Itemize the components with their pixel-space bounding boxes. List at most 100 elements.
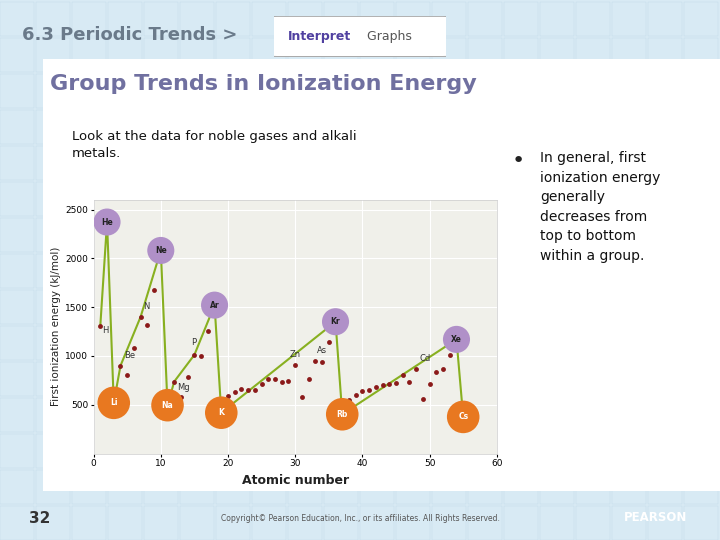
- Text: In general, first
ionization energy
generally
decreases from
top to bottom
withi: In general, first ionization energy gene…: [540, 151, 660, 262]
- Bar: [144, 398, 178, 432]
- Text: As: As: [317, 346, 327, 355]
- Bar: [612, 182, 646, 216]
- Point: [336, 410, 348, 418]
- Bar: [216, 506, 250, 540]
- Bar: [432, 506, 466, 540]
- Bar: [576, 398, 610, 432]
- Point: [162, 401, 174, 409]
- Bar: [144, 182, 178, 216]
- Text: Rb: Rb: [336, 410, 348, 418]
- Bar: [324, 362, 358, 396]
- Bar: [324, 110, 358, 144]
- Bar: [612, 2, 646, 36]
- Bar: [576, 434, 610, 468]
- Bar: [612, 146, 646, 180]
- Text: •: •: [511, 151, 524, 171]
- Bar: [252, 290, 286, 324]
- Bar: [540, 506, 574, 540]
- Bar: [180, 362, 214, 396]
- Bar: [216, 398, 250, 432]
- Bar: [468, 182, 502, 216]
- Bar: [72, 470, 106, 504]
- Bar: [360, 110, 394, 144]
- Bar: [180, 254, 214, 288]
- Bar: [396, 74, 430, 108]
- Bar: [252, 326, 286, 360]
- Bar: [684, 182, 718, 216]
- Bar: [108, 74, 142, 108]
- Bar: [324, 470, 358, 504]
- Bar: [612, 110, 646, 144]
- Bar: [288, 434, 322, 468]
- Bar: [612, 290, 646, 324]
- X-axis label: Atomic number: Atomic number: [242, 474, 348, 487]
- Point: [457, 413, 469, 421]
- Text: Copyright© Pearson Education, Inc., or its affiliates. All Rights Reserved.: Copyright© Pearson Education, Inc., or i…: [220, 514, 500, 523]
- Bar: [216, 110, 250, 144]
- Bar: [684, 2, 718, 36]
- Bar: [180, 398, 214, 432]
- Bar: [540, 398, 574, 432]
- Bar: [648, 218, 682, 252]
- Bar: [216, 2, 250, 36]
- Bar: [36, 434, 70, 468]
- Bar: [288, 398, 322, 432]
- Point: [155, 246, 166, 255]
- Bar: [396, 326, 430, 360]
- Bar: [180, 326, 214, 360]
- Bar: [144, 434, 178, 468]
- Bar: [468, 110, 502, 144]
- Bar: [684, 110, 718, 144]
- Bar: [180, 110, 214, 144]
- Bar: [648, 290, 682, 324]
- Bar: [108, 182, 142, 216]
- Bar: [396, 254, 430, 288]
- Bar: [684, 506, 718, 540]
- Bar: [504, 2, 538, 36]
- Bar: [324, 74, 358, 108]
- Bar: [360, 38, 394, 72]
- Bar: [180, 218, 214, 252]
- Bar: [360, 398, 394, 432]
- Bar: [396, 362, 430, 396]
- Bar: [684, 326, 718, 360]
- Bar: [252, 434, 286, 468]
- Bar: [108, 254, 142, 288]
- FancyBboxPatch shape: [269, 16, 451, 57]
- Bar: [540, 254, 574, 288]
- Bar: [360, 434, 394, 468]
- Bar: [324, 254, 358, 288]
- Bar: [288, 470, 322, 504]
- Bar: [216, 146, 250, 180]
- Bar: [432, 362, 466, 396]
- Bar: [684, 362, 718, 396]
- Bar: [0, 146, 34, 180]
- Bar: [144, 362, 178, 396]
- Bar: [36, 218, 70, 252]
- Text: Cd: Cd: [420, 354, 431, 363]
- Bar: [540, 362, 574, 396]
- Bar: [540, 326, 574, 360]
- Bar: [72, 2, 106, 36]
- Bar: [252, 74, 286, 108]
- Bar: [648, 38, 682, 72]
- Bar: [216, 182, 250, 216]
- Bar: [288, 254, 322, 288]
- Bar: [576, 2, 610, 36]
- Bar: [0, 506, 34, 540]
- Bar: [504, 470, 538, 504]
- Bar: [396, 218, 430, 252]
- Bar: [108, 146, 142, 180]
- Bar: [540, 182, 574, 216]
- Bar: [144, 326, 178, 360]
- Bar: [0, 398, 34, 432]
- Bar: [648, 470, 682, 504]
- Bar: [180, 470, 214, 504]
- Bar: [0, 2, 34, 36]
- Bar: [0, 254, 34, 288]
- Bar: [684, 470, 718, 504]
- Bar: [396, 38, 430, 72]
- Bar: [108, 38, 142, 72]
- Bar: [72, 326, 106, 360]
- Bar: [288, 146, 322, 180]
